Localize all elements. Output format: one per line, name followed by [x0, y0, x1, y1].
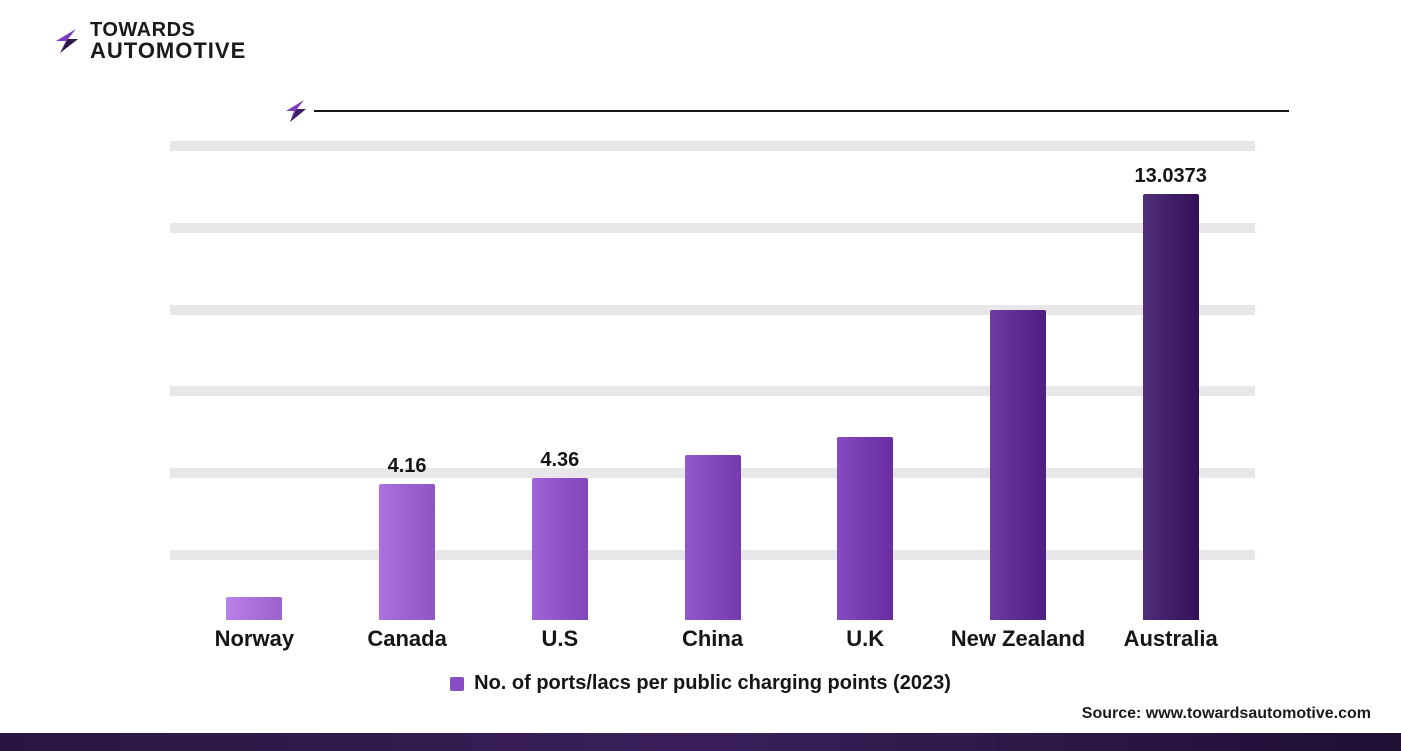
x-axis-label: Canada: [331, 626, 484, 652]
logo-text: TOWARDS AUTOMOTIVE: [90, 20, 246, 62]
bar-slot: 13.0373: [1094, 130, 1247, 620]
chart-legend: No. of ports/lacs per public charging po…: [0, 672, 1401, 695]
chart-top-decoration: [280, 96, 1289, 126]
bar-value-label: 4.16: [388, 455, 427, 478]
legend-swatch: [450, 677, 464, 691]
bar-slot: 4.16: [331, 130, 484, 620]
x-axis-label: U.S: [483, 626, 636, 652]
bars-container: 4.16 4.36 13.0373: [170, 130, 1255, 620]
deco-top-line: [314, 110, 1289, 112]
bar-slot: [178, 130, 331, 620]
bar-slot: [942, 130, 1095, 620]
logo-text-bottom: AUTOMOTIVE: [90, 40, 246, 62]
footer-bar: [0, 733, 1401, 751]
legend-label: No. of ports/lacs per public charging po…: [474, 672, 951, 695]
bar-slot: [789, 130, 942, 620]
logo-text-top: TOWARDS: [90, 20, 246, 40]
x-axis-label: U.K: [789, 626, 942, 652]
bar: [532, 478, 588, 620]
plot-area: 4.16 4.36 13.0373: [170, 130, 1255, 620]
x-axis-label: China: [636, 626, 789, 652]
x-axis-labels: NorwayCanadaU.SChinaU.KNew ZealandAustra…: [170, 626, 1255, 652]
bar: [379, 484, 435, 620]
logo-arrow-icon: [48, 23, 84, 59]
bar-slot: 4.36: [483, 130, 636, 620]
bar-value-label: 13.0373: [1135, 165, 1207, 188]
x-axis-label: Norway: [178, 626, 331, 652]
brand-logo: TOWARDS AUTOMOTIVE: [48, 20, 246, 62]
deco-arrow-icon: [280, 96, 310, 126]
bar: [837, 437, 893, 620]
bar: [685, 455, 741, 620]
bar-chart: 4.16 4.36 13.0373: [170, 130, 1255, 620]
bar: [990, 310, 1046, 620]
x-axis-label: Australia: [1094, 626, 1247, 652]
bar-slot: [636, 130, 789, 620]
bar: [1143, 194, 1199, 620]
source-attribution: Source: www.towardsautomotive.com: [1082, 705, 1371, 723]
bar: [226, 597, 282, 620]
x-axis-label: New Zealand: [942, 626, 1095, 652]
bar-value-label: 4.36: [540, 449, 579, 472]
